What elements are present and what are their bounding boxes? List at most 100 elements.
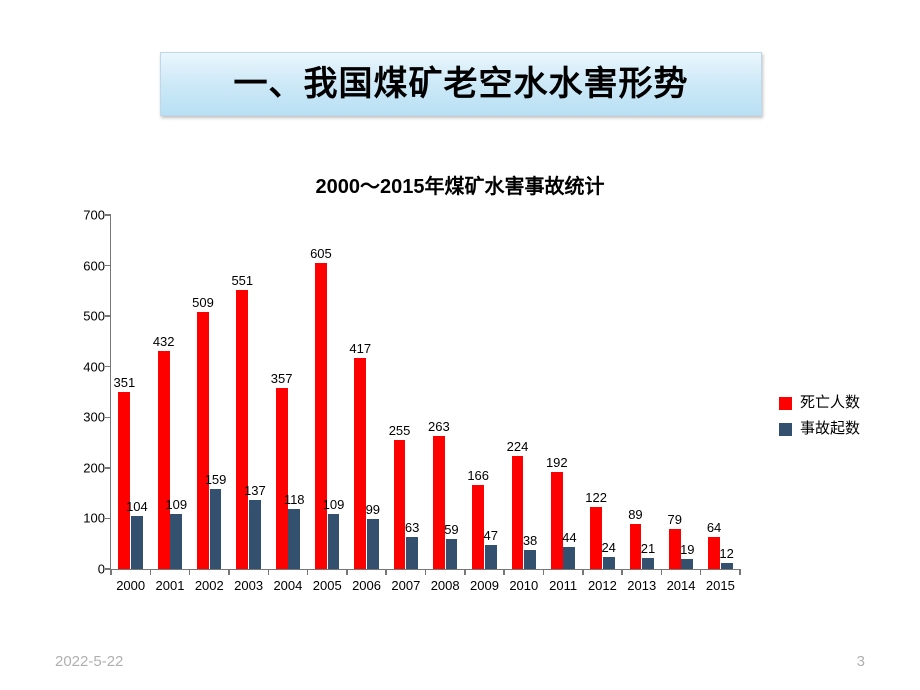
bar-value-label: 104 bbox=[125, 499, 149, 514]
y-tick-mark bbox=[105, 315, 111, 317]
x-tick-label: 2002 bbox=[190, 578, 229, 593]
bar-value-label: 432 bbox=[152, 334, 176, 349]
x-tick-mark bbox=[385, 569, 387, 575]
bar-value-label: 79 bbox=[663, 512, 687, 527]
x-tick-label: 2015 bbox=[701, 578, 740, 593]
bar bbox=[524, 550, 536, 569]
chart-title: 2000～2015年煤矿水害事故统计 bbox=[0, 170, 920, 199]
x-tick-label: 2007 bbox=[386, 578, 425, 593]
x-tick-mark bbox=[582, 569, 584, 575]
bar-value-label: 224 bbox=[506, 439, 530, 454]
x-tick-label: 2009 bbox=[465, 578, 504, 593]
x-tick-mark bbox=[621, 569, 623, 575]
bar-value-label: 605 bbox=[309, 246, 333, 261]
bar-chart: 死亡人数 事故起数 010020030040050060070020003511… bbox=[70, 215, 860, 600]
bar-value-label: 417 bbox=[348, 341, 372, 356]
bar bbox=[590, 507, 602, 569]
bar bbox=[446, 539, 458, 569]
x-tick-label: 2008 bbox=[426, 578, 465, 593]
x-tick-mark bbox=[543, 569, 545, 575]
bar bbox=[131, 516, 143, 569]
bar-value-label: 38 bbox=[518, 533, 542, 548]
y-tick-label: 0 bbox=[71, 562, 105, 577]
x-tick-mark bbox=[503, 569, 505, 575]
bar bbox=[328, 514, 340, 569]
bar bbox=[642, 558, 654, 569]
x-tick-label: 2014 bbox=[661, 578, 700, 593]
bar bbox=[485, 545, 497, 569]
bar-value-label: 64 bbox=[702, 520, 726, 535]
bar-value-label: 159 bbox=[204, 472, 228, 487]
bar-value-label: 351 bbox=[112, 375, 136, 390]
bar-value-label: 89 bbox=[624, 507, 648, 522]
bar bbox=[367, 519, 379, 569]
y-tick-label: 200 bbox=[71, 460, 105, 475]
bar bbox=[170, 514, 182, 569]
footer-page-number: 3 bbox=[857, 653, 865, 670]
bar bbox=[394, 440, 406, 569]
x-tick-label: 2003 bbox=[229, 578, 268, 593]
bar bbox=[551, 472, 563, 569]
y-tick-mark bbox=[105, 265, 111, 267]
y-tick-label: 500 bbox=[71, 309, 105, 324]
bar-value-label: 118 bbox=[282, 492, 306, 507]
y-tick-label: 700 bbox=[71, 208, 105, 223]
x-tick-mark bbox=[150, 569, 152, 575]
bar-value-label: 263 bbox=[427, 419, 451, 434]
bar bbox=[563, 547, 575, 569]
bar bbox=[354, 358, 366, 569]
y-tick-mark bbox=[105, 214, 111, 216]
bar-value-label: 47 bbox=[479, 528, 503, 543]
x-tick-mark bbox=[307, 569, 309, 575]
bar bbox=[721, 563, 733, 569]
bar bbox=[512, 456, 524, 569]
x-tick-mark bbox=[228, 569, 230, 575]
bar-value-label: 166 bbox=[466, 468, 490, 483]
bar-value-label: 509 bbox=[191, 295, 215, 310]
x-tick-label: 2013 bbox=[622, 578, 661, 593]
x-tick-mark bbox=[661, 569, 663, 575]
bar bbox=[276, 388, 288, 569]
bar bbox=[197, 312, 209, 569]
bar-value-label: 63 bbox=[400, 520, 424, 535]
bar bbox=[158, 351, 170, 569]
y-tick-mark bbox=[105, 366, 111, 368]
bar bbox=[472, 485, 484, 569]
legend-swatch-deaths bbox=[779, 397, 792, 410]
bar bbox=[406, 537, 418, 569]
x-tick-mark bbox=[346, 569, 348, 575]
bar-value-label: 137 bbox=[243, 483, 267, 498]
bar-value-label: 192 bbox=[545, 455, 569, 470]
x-tick-label: 2000 bbox=[111, 578, 150, 593]
y-tick-label: 100 bbox=[71, 511, 105, 526]
plot-area: 0100200300400500600700200035110420014321… bbox=[110, 215, 740, 570]
legend-label-accidents: 事故起数 bbox=[800, 416, 860, 442]
y-tick-mark bbox=[105, 417, 111, 419]
bar bbox=[681, 559, 693, 569]
footer-date: 2022-5-22 bbox=[55, 653, 123, 670]
x-tick-mark bbox=[464, 569, 466, 575]
bar-value-label: 59 bbox=[440, 522, 464, 537]
bar-value-label: 24 bbox=[597, 540, 621, 555]
bar-value-label: 12 bbox=[715, 546, 739, 561]
slide-title: 一、我国煤矿老空水水害形势 bbox=[234, 65, 689, 103]
slide-title-box: 一、我国煤矿老空水水害形势 bbox=[160, 52, 762, 116]
bar-value-label: 19 bbox=[675, 542, 699, 557]
legend-item: 事故起数 bbox=[779, 416, 860, 442]
legend: 死亡人数 事故起数 bbox=[779, 390, 860, 442]
x-tick-mark bbox=[110, 569, 112, 575]
x-tick-mark bbox=[268, 569, 270, 575]
bar bbox=[236, 290, 248, 569]
legend-label-deaths: 死亡人数 bbox=[800, 390, 860, 416]
y-tick-mark bbox=[105, 518, 111, 520]
bar bbox=[315, 263, 327, 569]
bar-value-label: 357 bbox=[270, 371, 294, 386]
x-tick-mark bbox=[700, 569, 702, 575]
legend-swatch-accidents bbox=[779, 423, 792, 436]
x-tick-label: 2010 bbox=[504, 578, 543, 593]
y-tick-label: 300 bbox=[71, 410, 105, 425]
bar-value-label: 44 bbox=[557, 530, 581, 545]
x-tick-label: 2006 bbox=[347, 578, 386, 593]
bar-value-label: 109 bbox=[164, 497, 188, 512]
bar bbox=[603, 557, 615, 569]
